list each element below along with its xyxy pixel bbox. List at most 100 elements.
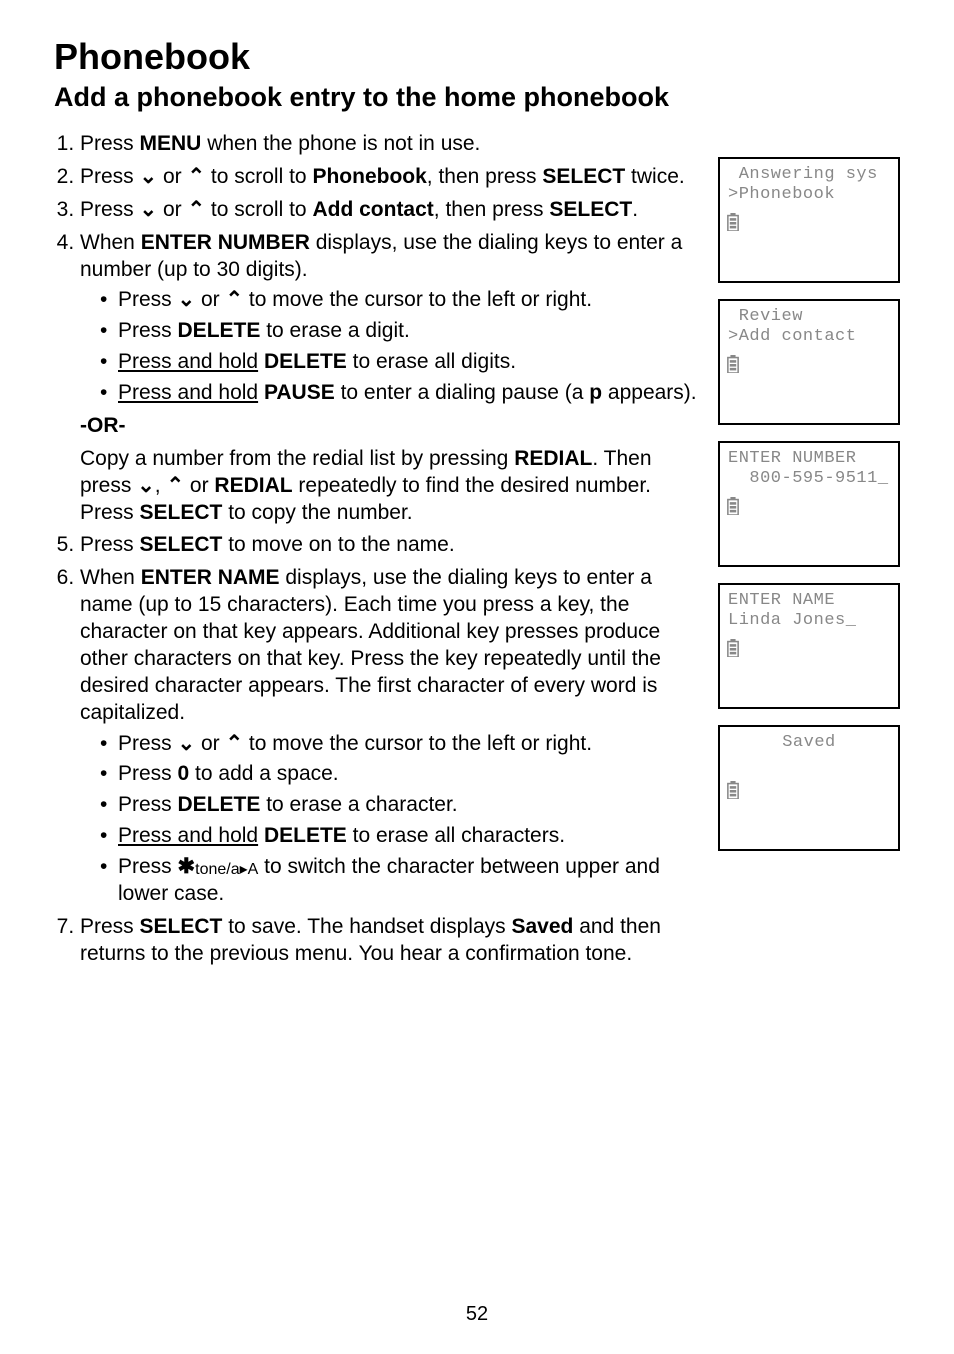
step-4-b2: Press DELETE to erase a digit. xyxy=(100,318,700,345)
text: Press xyxy=(118,288,178,311)
letter-p: p xyxy=(589,381,602,404)
text: to save. The handset displays xyxy=(222,915,511,938)
page-number: 52 xyxy=(0,1303,954,1326)
text: to copy the number. xyxy=(222,501,412,524)
step-6-b4: Press and hold DELETE to erase all chara… xyxy=(100,823,700,850)
step-1: Press MENU when the phone is not in use. xyxy=(80,131,700,158)
text: When xyxy=(80,566,141,589)
screen-phonebook-menu: Answering sys >Phonebook xyxy=(718,157,900,283)
screen-previews: Answering sys >Phonebook Review >Add con… xyxy=(718,157,900,851)
step-5: Press SELECT to move on to the name. xyxy=(80,532,700,559)
screen-enter-name: ENTER NAME Linda Jones_ xyxy=(718,583,900,709)
case-toggle-label: /a▸A xyxy=(226,861,258,878)
chevron-up-icon: ⌃ xyxy=(166,474,184,497)
step-3: Press ⌄ or ⌃ to scroll to Add contact, t… xyxy=(80,197,700,224)
screen-line: Saved xyxy=(728,733,890,753)
text: twice. xyxy=(625,165,685,188)
battery-icon xyxy=(726,781,740,799)
screen-line: Answering sys xyxy=(728,165,890,185)
text: to erase a character. xyxy=(260,793,457,816)
text: to enter a dialing pause (a xyxy=(335,381,590,404)
text: , xyxy=(155,474,167,497)
key-select: SELECT xyxy=(549,198,632,221)
step-4-sublist: Press ⌄ or ⌃ to move the cursor to the l… xyxy=(80,287,700,407)
text: to erase all characters. xyxy=(347,824,565,847)
text: Press xyxy=(118,793,178,816)
screen-line: >Phonebook xyxy=(728,185,890,205)
step-4-b1: Press ⌄ or ⌃ to move the cursor to the l… xyxy=(100,287,700,314)
chevron-up-icon: ⌃ xyxy=(187,165,205,188)
star-icon: ✱ xyxy=(178,855,196,878)
step-4-b4: Press and hold PAUSE to enter a dialing … xyxy=(100,380,700,407)
text: Press xyxy=(118,732,178,755)
text: or xyxy=(157,198,187,221)
text: Press xyxy=(118,762,178,785)
key-enter-number: ENTER NUMBER xyxy=(141,231,310,254)
key-select: SELECT xyxy=(140,533,223,556)
text: Press xyxy=(80,915,140,938)
chevron-up-icon: ⌃ xyxy=(225,732,243,755)
screen-enter-number: ENTER NUMBER 800-595-9511_ xyxy=(718,441,900,567)
text: , then press xyxy=(427,165,543,188)
key-pause: PAUSE xyxy=(264,381,335,404)
text: displays, use the dialing keys to enter … xyxy=(80,566,661,723)
key-enter-name: ENTER NAME xyxy=(141,566,280,589)
battery-icon xyxy=(726,639,740,657)
label-saved: Saved xyxy=(511,915,573,938)
screen-line: >Add contact xyxy=(728,327,890,347)
chevron-down-icon: ⌄ xyxy=(140,198,158,221)
text: to add a space. xyxy=(189,762,338,785)
key-select: SELECT xyxy=(140,915,223,938)
text: Press xyxy=(118,319,178,342)
key-delete: DELETE xyxy=(264,350,347,373)
text: or xyxy=(157,165,187,188)
screen-line: ENTER NAME xyxy=(728,591,890,611)
step-4-b3: Press and hold DELETE to erase all digit… xyxy=(100,349,700,376)
chevron-down-icon: ⌄ xyxy=(178,732,196,755)
step-6-b2: Press 0 to add a space. xyxy=(100,761,700,788)
phrase-press-hold: Press and hold xyxy=(118,381,258,404)
chevron-down-icon: ⌄ xyxy=(137,474,155,497)
step-2: Press ⌄ or ⌃ to scroll to Phonebook, the… xyxy=(80,164,700,191)
text: Press xyxy=(80,132,140,155)
key-menu: MENU xyxy=(140,132,202,155)
step-7: Press SELECT to save. The handset displa… xyxy=(80,914,700,968)
screen-line: ENTER NUMBER xyxy=(728,449,890,469)
step-4: When ENTER NUMBER displays, use the dial… xyxy=(80,230,700,527)
text: to move the cursor to the left or right. xyxy=(243,732,592,755)
step-6-b3: Press DELETE to erase a character. xyxy=(100,792,700,819)
text: or xyxy=(195,288,225,311)
chevron-down-icon: ⌄ xyxy=(178,288,196,311)
text: Press xyxy=(80,198,140,221)
chevron-up-icon: ⌃ xyxy=(187,198,205,221)
text: to erase a digit. xyxy=(260,319,409,342)
step-6-b1: Press ⌄ or ⌃ to move the cursor to the l… xyxy=(100,731,700,758)
phrase-press-hold: Press and hold xyxy=(118,350,258,373)
key-delete: DELETE xyxy=(178,319,261,342)
step-6: When ENTER NAME displays, use the dialin… xyxy=(80,565,700,908)
text: appears). xyxy=(602,381,697,404)
tone-label: tone xyxy=(195,861,226,878)
text: to scroll to xyxy=(205,198,312,221)
text: when the phone is not in use. xyxy=(201,132,480,155)
screen-line: Linda Jones_ xyxy=(728,611,890,631)
key-zero: 0 xyxy=(178,762,190,785)
text: When xyxy=(80,231,141,254)
text: to erase all digits. xyxy=(347,350,516,373)
text: to move on to the name. xyxy=(222,533,454,556)
text: Press xyxy=(80,165,140,188)
key-delete: DELETE xyxy=(264,824,347,847)
text: to scroll to xyxy=(205,165,312,188)
key-redial: REDIAL xyxy=(514,447,592,470)
phrase-press-hold: Press and hold xyxy=(118,824,258,847)
text: Press xyxy=(118,855,178,878)
screen-saved: Saved xyxy=(718,725,900,851)
text: to move the cursor to the left or right. xyxy=(243,288,592,311)
step-4-or-text: Copy a number from the redial list by pr… xyxy=(80,446,700,527)
page-title: Phonebook xyxy=(54,36,900,78)
or-label: -OR- xyxy=(80,413,700,440)
chevron-up-icon: ⌃ xyxy=(225,288,243,311)
text: or xyxy=(184,474,214,497)
section-heading: Add a phonebook entry to the home phoneb… xyxy=(54,82,900,113)
text: , then press xyxy=(434,198,550,221)
